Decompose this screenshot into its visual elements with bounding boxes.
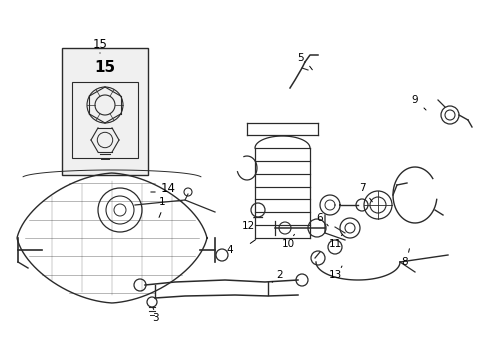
Text: 8: 8: [401, 257, 407, 267]
Text: 13: 13: [328, 270, 341, 280]
Text: 4: 4: [226, 245, 233, 255]
Text: 7: 7: [358, 183, 365, 193]
Text: 15: 15: [92, 37, 107, 50]
Text: 12: 12: [241, 221, 254, 231]
Text: 14: 14: [160, 181, 175, 194]
Text: 9: 9: [411, 95, 417, 105]
Polygon shape: [62, 48, 148, 175]
Text: 3: 3: [151, 313, 158, 323]
Text: 2: 2: [276, 270, 283, 280]
Text: 11: 11: [328, 239, 341, 249]
Text: 1: 1: [159, 197, 165, 207]
Text: 6: 6: [316, 213, 323, 223]
Text: 5: 5: [296, 53, 303, 63]
Text: 15: 15: [94, 60, 115, 76]
Text: 10: 10: [281, 239, 294, 249]
